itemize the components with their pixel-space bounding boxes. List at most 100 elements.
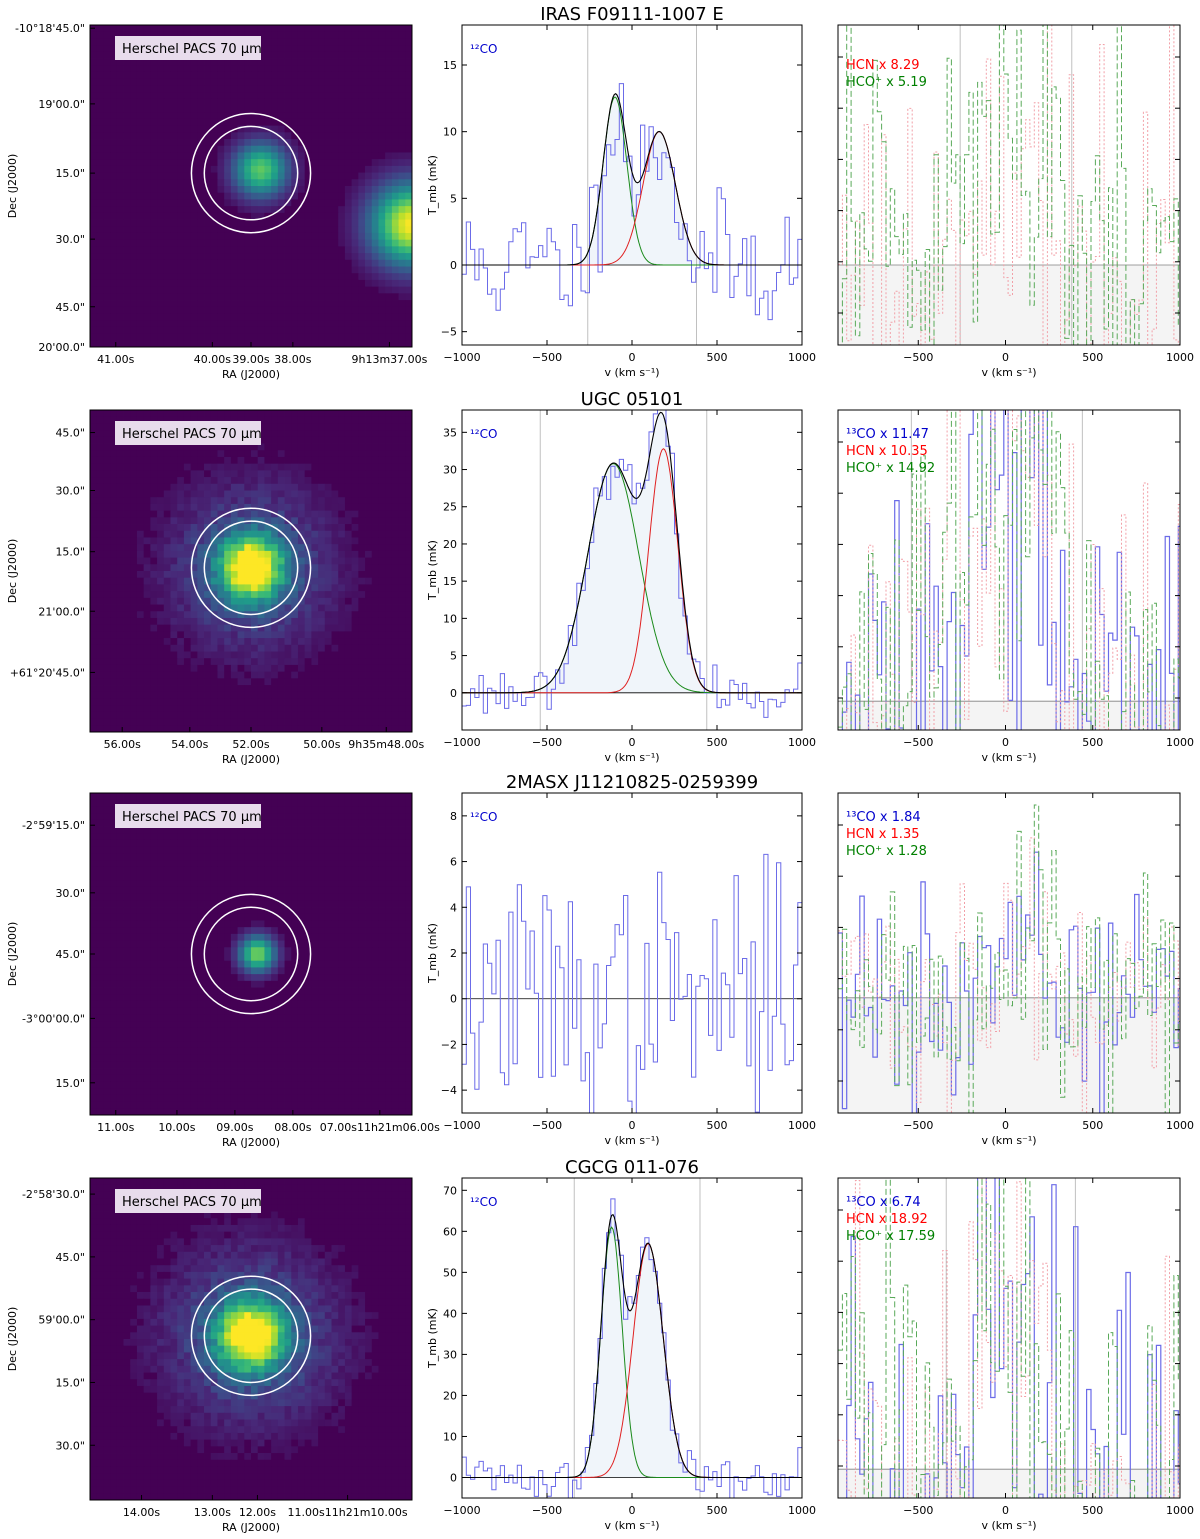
image-pixel (284, 286, 292, 294)
image-pixel (318, 279, 326, 288)
image-pixel (251, 145, 259, 153)
image-pixel (378, 259, 386, 267)
image-pixel (136, 239, 145, 247)
image-pixel (318, 125, 326, 133)
image-pixel (304, 300, 312, 308)
image-pixel (257, 125, 265, 133)
image-pixel (237, 212, 245, 220)
image-pixel (277, 658, 285, 666)
image-pixel (304, 544, 312, 552)
image-pixel (331, 65, 339, 73)
image-pixel (291, 557, 299, 565)
image-pixel (143, 65, 151, 73)
image-pixel (224, 624, 232, 632)
image-pixel (398, 206, 406, 214)
image-pixel (284, 58, 292, 66)
image-pixel (237, 186, 245, 194)
image-pixel (110, 571, 118, 579)
image-pixel (170, 571, 178, 579)
image-pixel (177, 443, 185, 451)
image-pixel (277, 436, 285, 444)
image-pixel (217, 320, 225, 328)
image-pixel (96, 300, 104, 308)
image-pixel (398, 239, 406, 247)
image-pixel (277, 326, 285, 334)
image-pixel (371, 212, 379, 220)
image-pixel (284, 246, 292, 254)
image-pixel (391, 430, 399, 438)
image-pixel (291, 179, 299, 187)
image-pixel (96, 98, 104, 106)
image-pixel (96, 306, 104, 314)
image-pixel (157, 644, 165, 652)
image-pixel (338, 186, 346, 194)
image-pixel (324, 450, 332, 458)
image-pixel (338, 92, 346, 100)
image-pixel (237, 584, 245, 592)
image-pixel (150, 125, 158, 133)
image-pixel (143, 279, 151, 288)
image-pixel (351, 470, 359, 478)
image-pixel (385, 293, 393, 301)
image-pixel (90, 118, 98, 127)
image-pixel (163, 638, 171, 646)
image-pixel (297, 497, 306, 505)
image-pixel (371, 624, 379, 632)
image-pixel (210, 85, 218, 93)
image-pixel (391, 456, 399, 465)
image-pixel (237, 253, 245, 261)
image-pixel (157, 118, 165, 127)
image-pixel (371, 678, 379, 686)
image-pixel (96, 320, 104, 328)
dec-tick-label: 15.0" (55, 546, 85, 559)
image-pixel (344, 118, 353, 127)
image-pixel (257, 597, 265, 605)
image-pixel (210, 273, 218, 281)
image-pixel (271, 139, 279, 147)
image-pixel (324, 31, 332, 39)
image-pixel (204, 705, 212, 713)
image-pixel (103, 430, 111, 438)
image-pixel (136, 333, 145, 341)
image-pixel (271, 806, 279, 814)
image-pixel (224, 320, 232, 328)
image-pixel (338, 172, 346, 180)
image-pixel (177, 172, 185, 180)
image-pixel (351, 186, 359, 194)
image-pixel (344, 631, 353, 639)
image-pixel (197, 416, 205, 424)
image-pixel (391, 212, 399, 220)
image-pixel (405, 92, 413, 100)
image-pixel (398, 105, 406, 113)
image-pixel (123, 557, 131, 565)
image-pixel (344, 293, 353, 301)
image-pixel (398, 799, 406, 807)
image-pixel (210, 92, 218, 100)
image-pixel (378, 212, 386, 220)
image-pixel (237, 125, 245, 133)
image-pixel (264, 557, 272, 565)
image-pixel (318, 597, 326, 605)
image-pixel (244, 557, 252, 565)
image-pixel (324, 410, 332, 418)
image-pixel (391, 226, 399, 234)
image-pixel (284, 571, 292, 579)
image-pixel (398, 58, 406, 66)
image-pixel (385, 92, 393, 100)
image-pixel (257, 436, 265, 444)
image-pixel (271, 537, 279, 545)
image-pixel (130, 253, 138, 261)
image-pixel (371, 85, 379, 93)
image-pixel (277, 125, 285, 133)
image-pixel (96, 239, 104, 247)
image-pixel (116, 685, 124, 693)
image-pixel (371, 617, 379, 626)
image-pixel (391, 705, 399, 713)
image-pixel (197, 92, 205, 100)
image-pixel (210, 470, 218, 478)
image-pixel (264, 38, 272, 46)
image-pixel (284, 524, 292, 532)
image-pixel (284, 38, 292, 46)
image-pixel (116, 671, 124, 679)
image-pixel (237, 300, 245, 308)
